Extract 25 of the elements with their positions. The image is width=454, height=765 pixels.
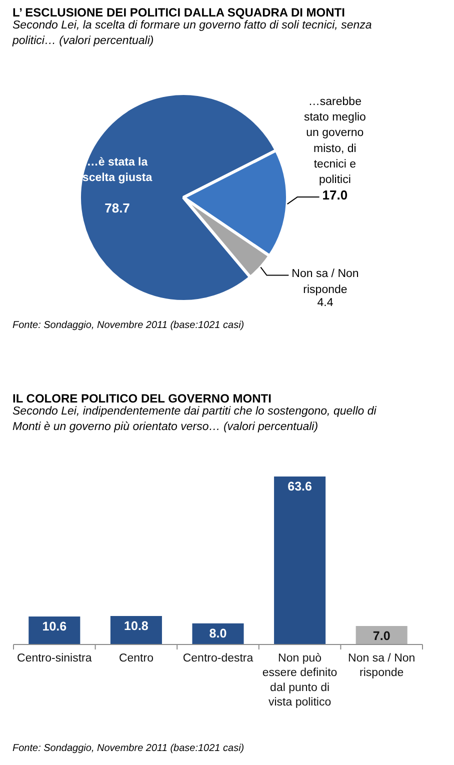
x-tick-label: Centro-destra (182, 652, 254, 664)
data-label: 8.0 (209, 626, 227, 640)
data-label: 7.0 (372, 629, 390, 644)
x-tick-label: Non sa / Non risponde (348, 652, 416, 680)
x-tick-label: Centro (118, 652, 154, 664)
x-tick-label: Non può essere definito dal punto di vista politico (262, 652, 338, 708)
chart-title: IL COLORE POLITICO DEL GOVERNO MONTI (12, 392, 272, 406)
bar (274, 476, 326, 644)
data-label: 63.6 (288, 480, 312, 494)
data-label: 78.7 (104, 200, 130, 216)
slice-label: …è stata la scelta giusta (82, 156, 153, 184)
data-label: 4.4 (317, 297, 334, 310)
chart-title: L’ ESCLUSIONE DEI POLITICI DALLA SQUADRA DI MONTI (12, 6, 345, 20)
source-note: Fonte: Sondaggio, Novembre 2011 (base:1021 casi) (12, 320, 244, 331)
chart-subtitle: Secondo Lei, indipendentemente dai partiti che lo sostengono, quello di Monti è un governo più orientato verso… (valori percentuali) (12, 406, 377, 434)
slice-label: …sarebbe stato meglio un governo misto, di tecnici e politici (304, 96, 366, 186)
x-tick-label: Centro-sinistra (17, 652, 92, 664)
data-label: 17.0 (322, 188, 348, 203)
bar (28, 616, 80, 644)
slice-label: Non sa / Non risponde (292, 268, 359, 296)
data-label: 10.6 (42, 620, 67, 634)
data-label: 10.8 (124, 618, 148, 633)
chart-subtitle: Secondo Lei, la scelta di formare un governo fatto di soli tecnici, senza politici… (valori percentuali) (12, 20, 372, 48)
bar (110, 616, 162, 644)
source-note: Fonte: Sondaggio, Novembre 2011 (base:1021 casi) (12, 743, 244, 754)
